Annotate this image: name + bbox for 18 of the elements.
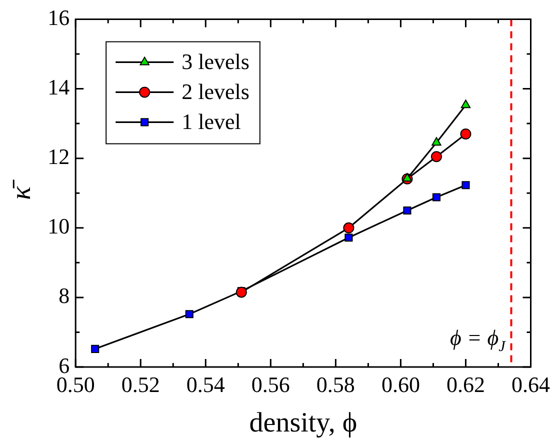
y-axis-title: κ̄ — [6, 179, 38, 200]
y-tick-label: 8 — [58, 283, 70, 308]
legend-label: 1 level — [182, 108, 241, 134]
x-tick-label: 0.64 — [512, 372, 550, 397]
x-tick-label: 0.60 — [381, 372, 420, 397]
legend-label: 3 levels — [182, 48, 250, 74]
x-tick-label: 0.62 — [446, 372, 485, 397]
x-tick-label: 0.52 — [121, 372, 160, 397]
y-tick-label: 12 — [48, 144, 70, 170]
legend-label: 2 levels — [182, 78, 250, 104]
y-tick-label: 14 — [48, 74, 70, 100]
x-tick-label: 0.56 — [251, 372, 290, 397]
y-tick-label: 16 — [48, 4, 70, 30]
x-axis-title: density, ϕ — [249, 408, 358, 439]
x-tick-label: 0.54 — [186, 372, 225, 397]
x-tick-label: 0.58 — [316, 372, 355, 397]
y-tick-label: 10 — [48, 214, 70, 239]
y-tick-label: 6 — [58, 352, 70, 378]
